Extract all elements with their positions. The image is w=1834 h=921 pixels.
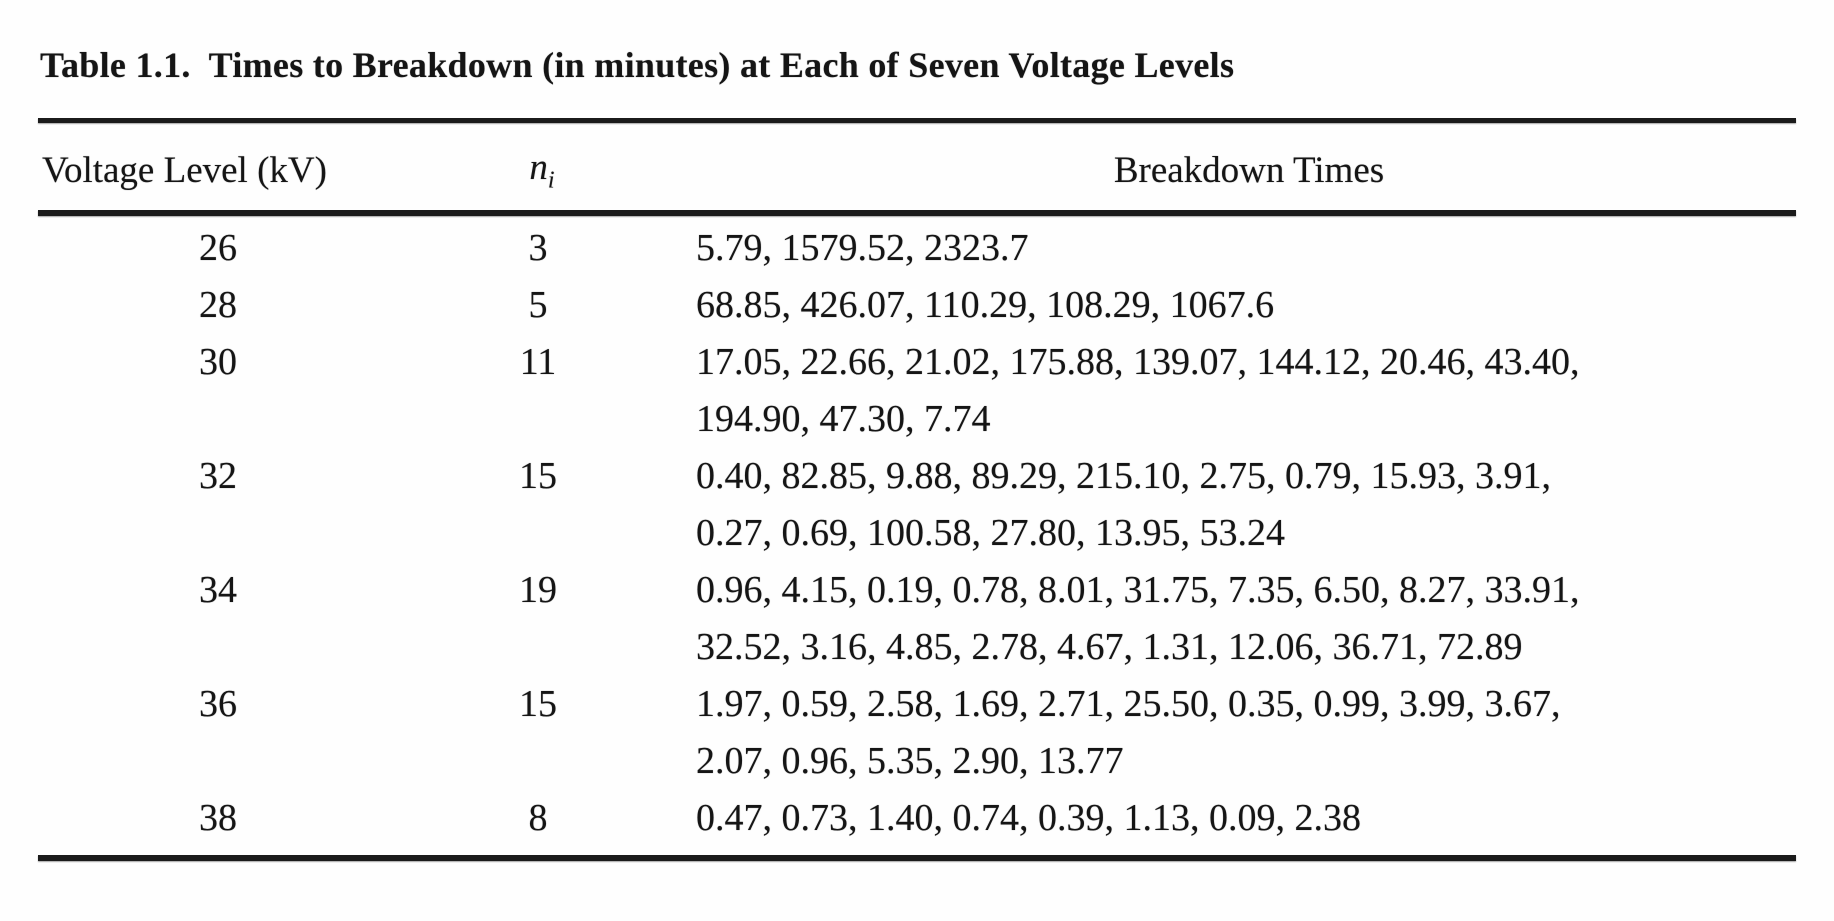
breakdown-times-cell: 0.96, 4.15, 0.19, 0.78, 8.01, 31.75, 7.3… (678, 562, 1798, 676)
breakdown-times-cell: 5.79, 1579.52, 2323.7 (678, 220, 1798, 277)
ni-cell: 15 (519, 455, 557, 497)
table-row: 36 15 1.97, 0.59, 2.58, 1.69, 2.71, 25.5… (38, 676, 1798, 790)
voltage-cell: 36 (199, 683, 237, 725)
times-line: 68.85, 426.07, 110.29, 108.29, 1067.6 (696, 284, 1275, 326)
voltage-cell: 30 (199, 341, 237, 383)
times-line: 2.07, 0.96, 5.35, 2.90, 13.77 (696, 740, 1124, 782)
table-row: 26 3 5.79, 1579.52, 2323.7 (38, 220, 1798, 277)
times-line: 0.27, 0.69, 100.58, 27.80, 13.95, 53.24 (696, 512, 1285, 554)
breakdown-times-cell: 68.85, 426.07, 110.29, 108.29, 1067.6 (678, 277, 1798, 334)
voltage-cell: 28 (199, 284, 237, 326)
table-row: 32 15 0.40, 82.85, 9.88, 89.29, 215.10, … (38, 448, 1798, 562)
table-row: 28 5 68.85, 426.07, 110.29, 108.29, 1067… (38, 277, 1798, 334)
times-line: 0.40, 82.85, 9.88, 89.29, 215.10, 2.75, … (696, 455, 1551, 497)
table-top-rule (38, 118, 1796, 123)
voltage-cell: 26 (199, 227, 237, 269)
header-separator-rule (38, 210, 1796, 216)
times-line: 0.47, 0.73, 1.40, 0.74, 0.39, 1.13, 0.09… (696, 797, 1361, 839)
times-line: 0.96, 4.15, 0.19, 0.78, 8.01, 31.75, 7.3… (696, 569, 1580, 611)
ni-cell: 15 (519, 683, 557, 725)
column-header-breakdown-times: Breakdown Times (1113, 150, 1385, 191)
times-line: 5.79, 1579.52, 2323.7 (696, 227, 1029, 269)
table-bottom-rule (38, 855, 1796, 861)
ni-base: n (529, 147, 548, 189)
times-line: 1.97, 0.59, 2.58, 1.69, 2.71, 25.50, 0.3… (696, 683, 1561, 725)
ni-cell: 8 (528, 797, 548, 839)
breakdown-times-cell: 0.47, 0.73, 1.40, 0.74, 0.39, 1.13, 0.09… (678, 790, 1798, 847)
ni-cell: 3 (528, 227, 548, 269)
column-header-voltage: Voltage Level (kV) (42, 150, 327, 191)
voltage-cell: 34 (199, 569, 237, 611)
times-line: 194.90, 47.30, 7.74 (696, 398, 991, 440)
ni-cell: 11 (519, 341, 557, 383)
ni-subscript: i (547, 167, 555, 194)
ni-cell: 5 (528, 284, 548, 326)
table-caption: Table 1.1. Times to Breakdown (in minute… (40, 45, 1235, 85)
table-row: 38 8 0.47, 0.73, 1.40, 0.74, 0.39, 1.13,… (38, 790, 1798, 847)
breakdown-times-cell: 0.40, 82.85, 9.88, 89.29, 215.10, 2.75, … (678, 448, 1798, 562)
ni-cell: 19 (519, 569, 557, 611)
times-line: 32.52, 3.16, 4.85, 2.78, 4.67, 1.31, 12.… (696, 626, 1523, 668)
times-line: 17.05, 22.66, 21.02, 175.88, 139.07, 144… (696, 341, 1580, 383)
table-header-row: Voltage Level (kV) ni Breakdown Times (38, 142, 1798, 199)
voltage-cell: 32 (199, 455, 237, 497)
voltage-cell: 38 (199, 797, 237, 839)
table-body: 26 3 5.79, 1579.52, 2323.7 28 5 68.85, 4… (38, 220, 1798, 847)
table-row: 30 11 17.05, 22.66, 21.02, 175.88, 139.0… (38, 334, 1798, 448)
table-row: 34 19 0.96, 4.15, 0.19, 0.78, 8.01, 31.7… (38, 562, 1798, 676)
column-header-ni: ni (402, 146, 682, 194)
breakdown-times-cell: 17.05, 22.66, 21.02, 175.88, 139.07, 144… (678, 334, 1798, 448)
breakdown-times-cell: 1.97, 0.59, 2.58, 1.69, 2.71, 25.50, 0.3… (678, 676, 1798, 790)
